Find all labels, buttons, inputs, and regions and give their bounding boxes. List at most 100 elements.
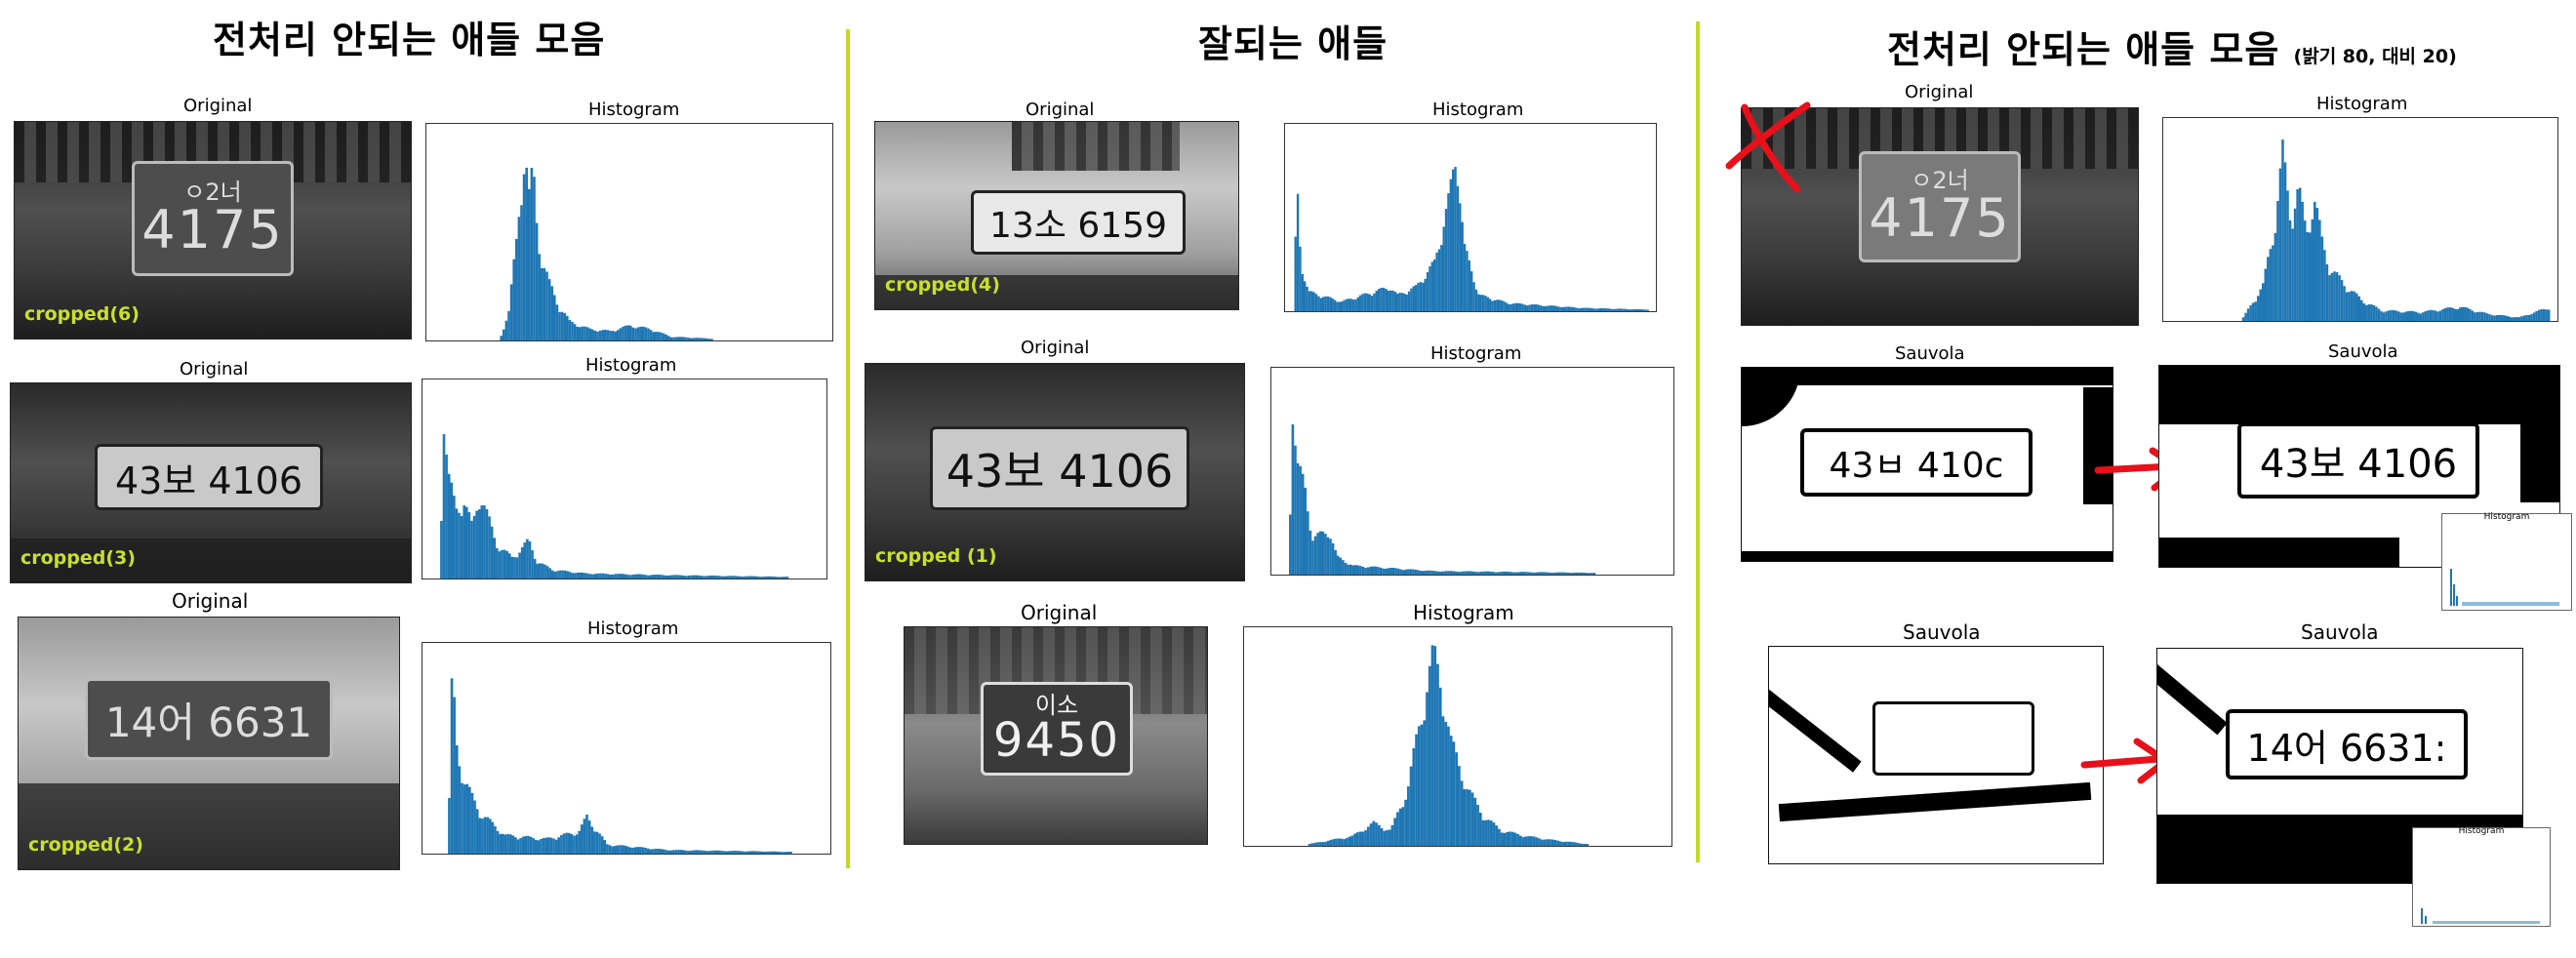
middle-row3-original-image[interactable]: 이소 9450 (904, 626, 1208, 845)
histogram-bin (1476, 804, 1479, 846)
right-row1-original-image[interactable]: ㅇ2너 4175 (1741, 107, 2139, 326)
histogram-bin (1535, 837, 1539, 846)
histogram-bin (1310, 291, 1313, 311)
histogram-bin (603, 840, 607, 854)
histogram-bin (568, 320, 572, 340)
left-row3-original-image[interactable]: 14어 6631 cropped(2) (18, 617, 400, 870)
histogram-bin (2459, 307, 2462, 321)
histogram-bin (2527, 314, 2531, 321)
left-row2-original-image[interactable]: 43보 4106 cropped(3) (10, 382, 412, 583)
license-plate: ㅇ2너 4175 (132, 161, 294, 276)
histogram-bin (2522, 315, 2526, 321)
right-row2-left-sauvola-image[interactable]: 43ㅂ 410c (1741, 367, 2113, 562)
histogram-bin (1567, 841, 1570, 846)
middle-row1-original-image[interactable]: 13소 6159 cropped(4) (874, 121, 1239, 310)
histogram-bin (1582, 307, 1585, 311)
histogram-bin (728, 576, 731, 579)
histogram-bin (1589, 307, 1591, 311)
histogram-bin (1521, 837, 1525, 846)
histogram-bin (2432, 309, 2435, 321)
middle-row2-original-image[interactable]: 43보 4106 cropped (1) (865, 363, 1245, 581)
histogram-bin (1489, 299, 1492, 311)
right-row3-right-sauvola-caption: Sauvola (2301, 620, 2379, 644)
histogram-bin (2475, 311, 2479, 321)
histogram-bin (1522, 572, 1526, 575)
histogram-bin (1351, 299, 1355, 311)
histogram-bin (453, 496, 456, 579)
histogram-bin (1326, 296, 1330, 311)
histogram-bin (1396, 812, 1399, 846)
histogram-bin (2448, 307, 2452, 321)
histogram-bin (1570, 306, 1573, 311)
histogram-bin (2427, 310, 2430, 321)
histogram-bin (2259, 289, 2262, 321)
histogram-bin (1331, 542, 1335, 575)
histogram-bin (591, 574, 594, 579)
histogram-bin (659, 849, 663, 854)
histogram-bin (526, 539, 529, 579)
histogram-bin (1319, 298, 1323, 311)
histogram-bin (2350, 291, 2354, 321)
histogram-bin (1444, 721, 1448, 846)
histogram-bin (2466, 307, 2470, 321)
right-row3-left-sauvola-image[interactable] (1768, 646, 2104, 864)
black-region (2520, 366, 2559, 502)
car-grille (1012, 122, 1180, 171)
histogram-bin (1337, 838, 1341, 846)
histogram-bin (2456, 309, 2459, 321)
histogram-bin (745, 576, 748, 579)
histogram-bin (669, 575, 673, 579)
histogram-bin (1318, 842, 1322, 846)
histogram-bin (1550, 573, 1553, 575)
histogram-bin (1444, 209, 1448, 311)
histogram-bin (1382, 287, 1386, 311)
histogram-bin (2338, 275, 2341, 321)
histogram-bin (555, 304, 559, 340)
histogram-bin (1414, 569, 1418, 575)
histogram-bin (608, 845, 612, 854)
left-row1-original-image[interactable]: ㅇ2너 4175 cropped(6) (14, 121, 412, 339)
histogram-bin (1524, 836, 1528, 846)
histogram-bin (1396, 568, 1400, 575)
histogram-bin (639, 574, 643, 579)
histogram-bin (579, 327, 582, 340)
histogram-bin (588, 328, 591, 340)
histogram-bin (700, 576, 704, 579)
histogram-bin (1472, 282, 1475, 311)
histogram-bin (750, 576, 753, 579)
middle-row2-histogram (1270, 367, 1674, 576)
histogram-bin (1500, 832, 1504, 846)
histogram-bin (496, 547, 499, 579)
histogram-bin (1452, 169, 1455, 311)
mini-histogram-caption: Histogram (2483, 512, 2530, 522)
histogram-bin (1552, 572, 1555, 575)
histogram-bin (1324, 296, 1327, 311)
histogram-bin (1616, 308, 1620, 311)
black-region (2083, 387, 2113, 504)
histogram-bin (1463, 788, 1467, 846)
histogram-bin (1459, 203, 1462, 311)
histogram-bin (1503, 832, 1507, 846)
histogram-bin (465, 783, 469, 854)
left-row1-histogram (425, 123, 833, 341)
histogram-bin (448, 797, 451, 854)
histogram-bin (2469, 308, 2472, 321)
histogram-bin (1569, 841, 1573, 846)
histogram-bin (1540, 305, 1543, 311)
histogram-bin (543, 267, 546, 340)
histogram-bin (1424, 278, 1427, 311)
histogram-bin (1553, 840, 1557, 846)
histogram-bin (1364, 568, 1367, 575)
histogram-bin (2478, 311, 2481, 321)
histogram-bin (533, 177, 536, 340)
histogram-bin (778, 577, 782, 579)
histogram-bin (1533, 303, 1536, 311)
histogram-bin (566, 315, 569, 340)
histogram-bin (756, 851, 759, 854)
histogram-bin (2404, 311, 2407, 321)
histogram-bin (550, 570, 554, 579)
histogram-bin (1387, 290, 1389, 311)
histogram-bin (644, 327, 648, 340)
histogram-bin (2249, 304, 2252, 321)
histogram-bin (710, 850, 713, 854)
